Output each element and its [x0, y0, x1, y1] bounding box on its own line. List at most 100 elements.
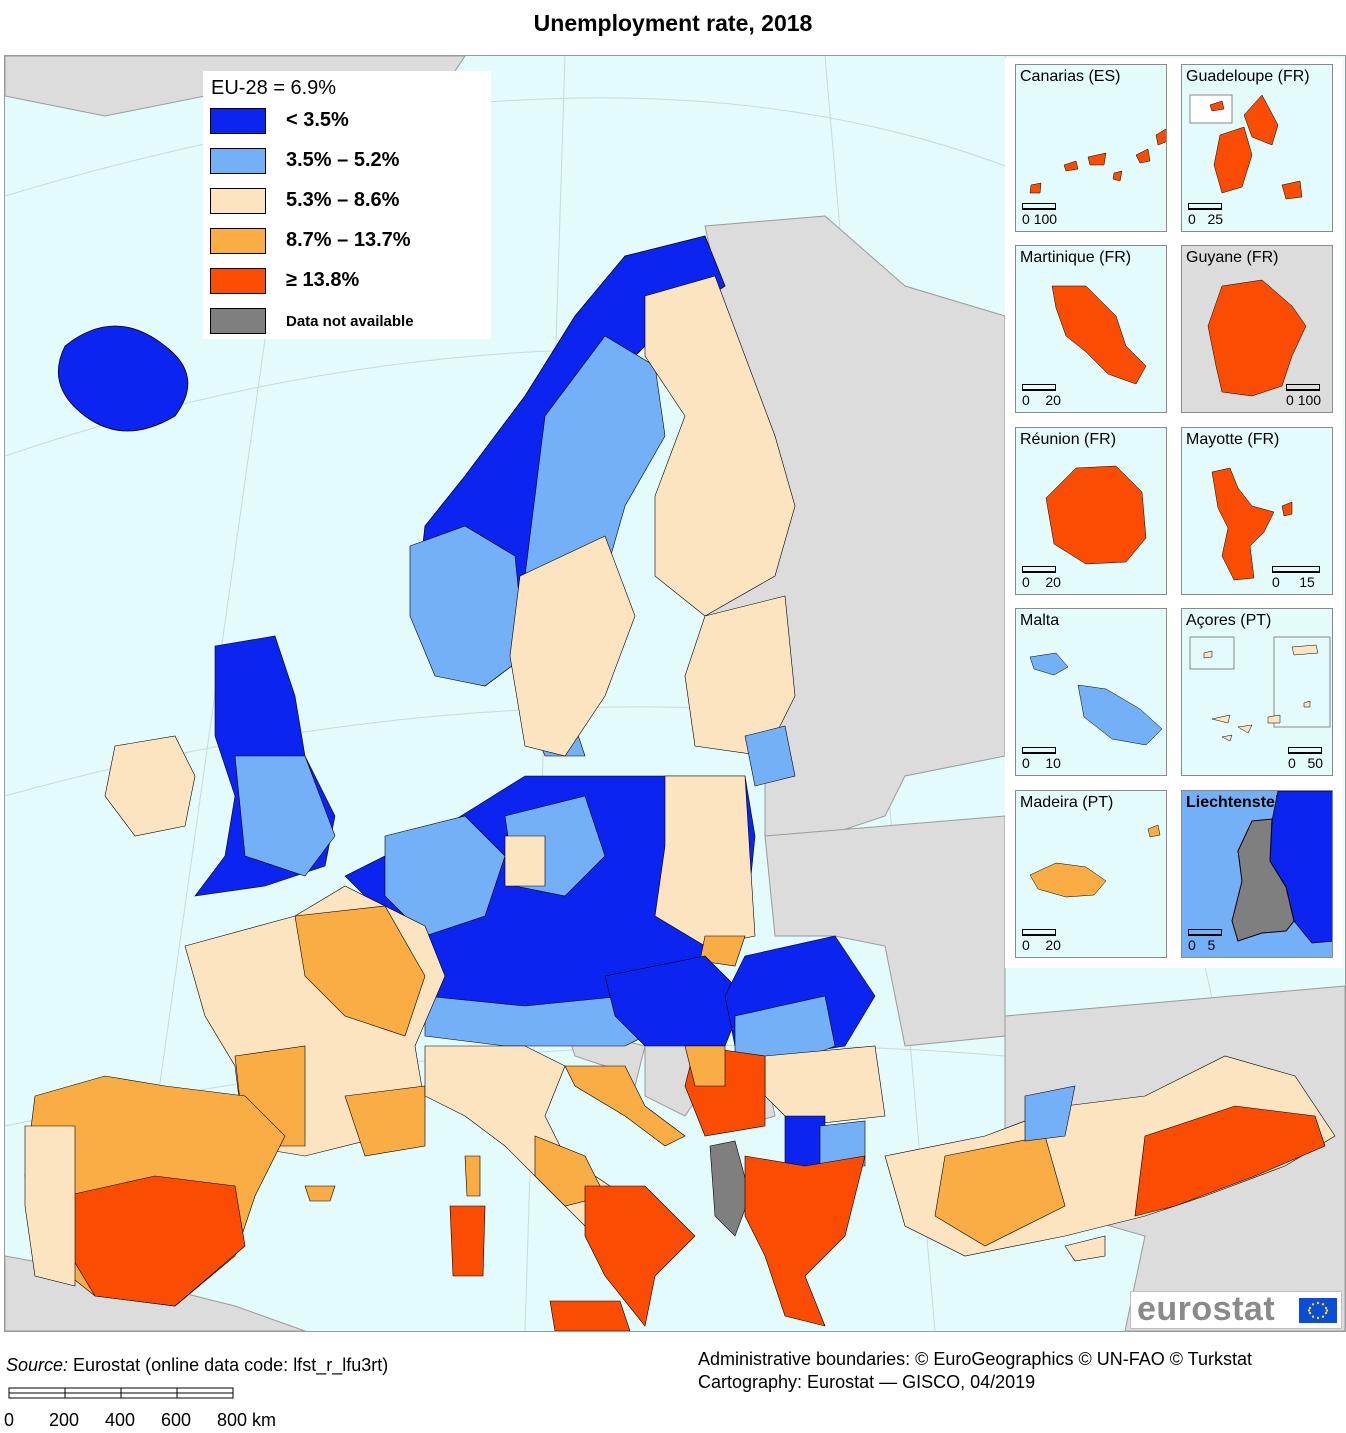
bulgaria-south — [819, 1120, 866, 1167]
ireland — [104, 735, 196, 837]
legend-swatch — [210, 148, 266, 174]
norway-south — [409, 525, 526, 687]
france-south — [344, 1085, 426, 1157]
inset-scale: 0 5 — [1188, 929, 1222, 953]
france-north — [294, 905, 426, 1037]
legend-label: 3.5% – 5.2% — [286, 149, 400, 171]
inset-canarias: Canarias (ES) 0 100 — [1015, 64, 1167, 232]
scale-tick: 400 — [105, 1410, 136, 1430]
europe-map-svg — [5, 56, 1345, 1331]
serbia-north — [684, 1045, 726, 1087]
inset-title: Réunion (FR) — [1020, 431, 1117, 448]
inset-title: Guyane (FR) — [1186, 249, 1279, 266]
inset-shape — [1211, 467, 1293, 581]
cyprus — [1064, 1235, 1106, 1262]
iceland-region — [58, 325, 189, 432]
boundaries-credit: Administrative boundaries: © EuroGeograp… — [698, 1349, 1253, 1369]
inset-title: Canarias (ES) — [1020, 68, 1121, 85]
inset-scale: 0 20 — [1022, 566, 1061, 590]
inset-scale: 0 20 — [1022, 384, 1061, 408]
inset-title: Açores (PT) — [1186, 612, 1272, 629]
scale-tick: 0 — [4, 1410, 15, 1430]
inset-acores: Açores (PT) 0 50 — [1181, 608, 1333, 776]
uk-south — [234, 755, 336, 877]
spain-south — [64, 1175, 246, 1307]
inset-title: Martinique (FR) — [1020, 249, 1132, 266]
corsica — [464, 1155, 481, 1197]
baleares — [304, 1185, 336, 1202]
legend: EU-28 = 6.9% < 3.5% 3.5% – 5.2% 5.3% – 8… — [203, 71, 491, 339]
lithuania-east — [744, 725, 796, 787]
inset-scale: 0 15 — [1272, 566, 1320, 590]
legend-row: < 3.5% — [210, 108, 490, 136]
source-text: Eurostat (online data code: lfst_r_lfu3r… — [68, 1355, 389, 1375]
bulgaria — [764, 1045, 886, 1127]
sardinia — [449, 1205, 486, 1277]
inset-scale: 0 20 — [1022, 929, 1061, 953]
inset-reunion: Réunion (FR) 0 20 — [1015, 427, 1167, 595]
finland — [644, 275, 796, 617]
main-scale-bar: 0 200 400 600 800 km — [4, 1386, 288, 1431]
scale-tick: 800 km — [217, 1410, 277, 1430]
scale-tick: 600 — [161, 1410, 192, 1430]
croatia — [564, 1065, 686, 1147]
sicily — [549, 1300, 631, 1331]
inset-title: Malta — [1020, 612, 1060, 629]
inset-guyane: Guyane (FR) 0 100 — [1181, 245, 1333, 413]
greece — [744, 1155, 866, 1327]
legend-label: ≥ 13.8% — [286, 269, 360, 291]
inset-liechtenstein: Liechtenstein 0 5 — [1181, 790, 1333, 958]
legend-row: Data not available — [210, 308, 490, 336]
inset-scale: 0 25 — [1188, 203, 1223, 227]
eurostat-logo: eurostat — [1130, 1290, 1342, 1329]
inset-title: Liechtenstein — [1186, 794, 1290, 811]
inset-madeira: Madeira (PT) 0 20 — [1015, 790, 1167, 958]
main-map: EU-28 = 6.9% < 3.5% 3.5% – 5.2% 5.3% – 8… — [4, 55, 1346, 1332]
inset-shape — [1207, 279, 1307, 397]
source-note: Source: Eurostat (online data code: lfst… — [6, 1355, 388, 1376]
inset-title: Mayotte (FR) — [1186, 431, 1280, 448]
legend-row: 3.5% – 5.2% — [210, 148, 490, 176]
cartography-credit: Cartography: Eurostat — GISCO, 04/2019 — [698, 1372, 1036, 1392]
legend-swatch — [210, 268, 266, 294]
inset-shape — [1231, 791, 1332, 944]
inset-scale: 0 50 — [1288, 747, 1323, 771]
inset-shape — [1029, 128, 1166, 194]
legend-row: 8.7% – 13.7% — [210, 228, 490, 256]
eurostat-logo-text: eurostat — [1137, 1290, 1276, 1328]
legend-swatch — [210, 188, 266, 214]
legend-label: Data not available — [286, 313, 414, 330]
inset-scale: 0 100 — [1022, 203, 1057, 227]
inset-shape — [1029, 652, 1163, 746]
inset-shape — [1045, 465, 1147, 565]
italy-south — [584, 1185, 696, 1327]
legend-label: < 3.5% — [286, 109, 349, 131]
portugal — [24, 1125, 76, 1287]
inset-title: Guadeloupe (FR) — [1186, 68, 1310, 85]
inset-shape — [1189, 94, 1303, 200]
inset-martinique: Martinique (FR) 0 20 — [1015, 245, 1167, 413]
scale-bar-graphic — [8, 1387, 234, 1399]
inset-scale: 0 100 — [1286, 384, 1321, 408]
legend-swatch — [210, 108, 266, 134]
inset-scale: 0 10 — [1022, 747, 1061, 771]
albania — [709, 1140, 751, 1237]
poland-southeast — [699, 935, 746, 967]
inset-malta: Malta 0 10 — [1015, 608, 1167, 776]
legend-label: 5.3% – 8.6% — [286, 189, 400, 211]
inset-mayotte: Mayotte (FR) 0 15 — [1181, 427, 1333, 595]
inset-shape — [1029, 824, 1161, 898]
berlin — [504, 835, 546, 887]
legend-swatch — [210, 308, 266, 334]
legend-row: 5.3% – 8.6% — [210, 188, 490, 216]
legend-header: EU-28 = 6.9% — [211, 77, 337, 99]
legend-row: ≥ 13.8% — [210, 268, 490, 296]
turkey-southeast — [1134, 1105, 1326, 1217]
inset-shape — [1189, 636, 1331, 742]
inset-guadeloupe: Guadeloupe (FR) 0 25 — [1181, 64, 1333, 232]
legend-label: 8.7% – 13.7% — [286, 229, 411, 251]
netherlands-belgium — [384, 815, 506, 937]
inset-title: Madeira (PT) — [1020, 794, 1114, 811]
map-title: Unemployment rate, 2018 — [533, 10, 813, 36]
inset-shape — [1051, 285, 1147, 385]
